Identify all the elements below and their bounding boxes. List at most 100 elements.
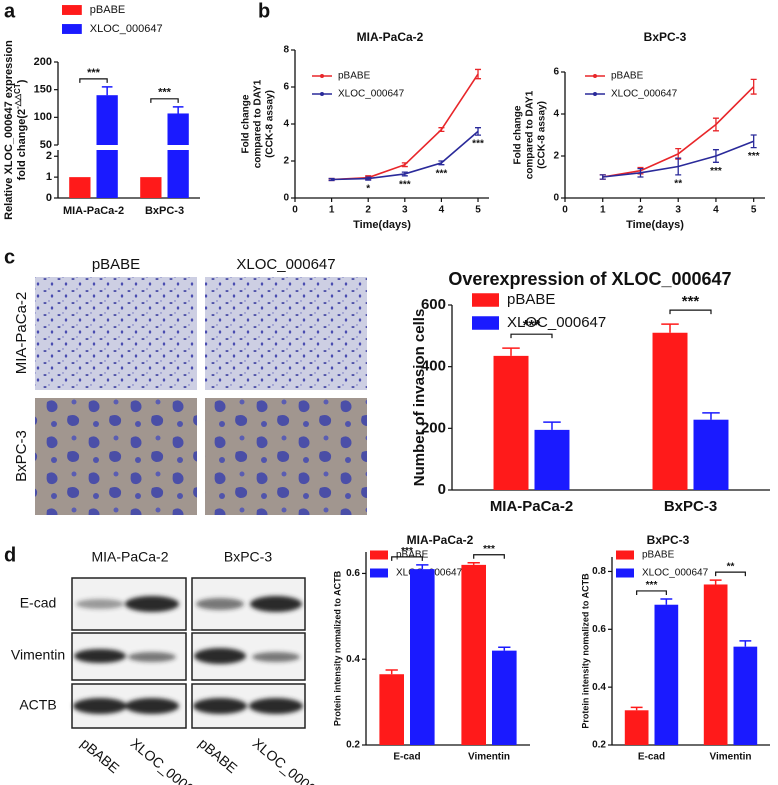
x-tick-label: MIA-PaCa-2 <box>63 205 124 217</box>
panel-label: a <box>4 0 16 22</box>
blot-column-label: BxPC-3 <box>224 549 272 565</box>
y-tick-label: 0.6 <box>592 624 606 635</box>
bar <box>493 355 529 490</box>
significance-bracket <box>636 590 667 595</box>
image-column-label: XLOC_000647 <box>236 256 335 273</box>
x-tick-label: 1 <box>329 205 335 216</box>
lane-label: XLOC_000647 <box>128 735 209 785</box>
panel-label: b <box>258 0 270 22</box>
band <box>193 698 247 714</box>
legend-label: XLOC_000647 <box>642 568 709 579</box>
x-tick-label: 2 <box>638 205 644 216</box>
y-tick-label: 0 <box>283 193 289 204</box>
significance-label: * <box>366 184 370 195</box>
x-tick-label: 4 <box>439 205 445 216</box>
micrograph <box>35 398 197 515</box>
x-tick-label: MIA-PaCa-2 <box>490 498 573 515</box>
legend-label: pBABE <box>338 71 371 82</box>
legend-marker <box>593 74 597 78</box>
significance-label: *** <box>523 317 541 334</box>
band <box>252 652 300 662</box>
error-bar <box>702 412 720 420</box>
x-tick-label: BxPC-3 <box>664 498 717 515</box>
legend-label: pBABE <box>507 291 555 308</box>
y-tick-label: 600 <box>421 296 446 313</box>
y-tick-label: 0 <box>438 481 446 498</box>
x-tick-label: 1 <box>600 205 606 216</box>
x-tick-label: Vimentin <box>709 752 751 763</box>
legend-swatch <box>472 293 499 307</box>
error-bar <box>712 117 719 132</box>
significance-bracket <box>150 98 179 103</box>
error-bar <box>416 564 429 570</box>
legend-label: pBABE <box>642 550 675 561</box>
y-tick-label: 0.4 <box>592 682 606 693</box>
legend-marker <box>320 74 324 78</box>
legend-label: pBABE <box>611 71 644 82</box>
x-tick-label: E-cad <box>393 752 420 763</box>
y-tick-label: 0.2 <box>592 740 606 751</box>
significance-label: *** <box>401 546 413 557</box>
error-bar <box>637 167 644 178</box>
significance-bracket <box>510 333 553 339</box>
y-tick-label: 4 <box>553 109 559 120</box>
significance-label: *** <box>436 168 448 179</box>
y-tick-label: 0.6 <box>346 568 360 579</box>
y-tick-label: 100 <box>34 111 52 123</box>
y-axis-label-part: fold change(2 <box>16 109 28 181</box>
error-bar <box>630 706 643 711</box>
x-tick-label: BxPC-3 <box>145 205 184 217</box>
chart-title: Overexpression of XLOC_000647 <box>448 269 731 289</box>
error-bar <box>661 323 679 333</box>
chart-title: BxPC-3 <box>647 533 690 547</box>
band <box>125 698 179 714</box>
x-tick-label: 5 <box>751 205 757 216</box>
significance-bracket <box>473 554 505 559</box>
blot-row-label: E-cad <box>20 595 57 611</box>
x-tick-label: 5 <box>475 205 481 216</box>
y-tick-label: 2 <box>283 156 289 167</box>
lane-label: XLOC_000647 <box>250 735 331 785</box>
error-bar <box>438 127 445 133</box>
x-axis-label: Time(days) <box>353 219 411 231</box>
error-bar <box>328 177 335 182</box>
bar <box>654 604 679 745</box>
band <box>194 648 246 664</box>
legend-label: pBABE <box>90 4 125 16</box>
y-tick-label: 0 <box>553 193 559 204</box>
significance-label: *** <box>646 580 658 591</box>
band <box>128 652 176 662</box>
significance-label: *** <box>710 166 722 177</box>
error-bar <box>401 162 408 168</box>
y-axis-label: compared to DAY1 <box>253 79 264 168</box>
significance-label: *** <box>87 67 101 79</box>
significance-bracket <box>715 571 746 577</box>
bar <box>534 429 570 490</box>
y-axis-label: Protein intensity nomalized to ACTB <box>580 573 590 729</box>
error-bar <box>750 78 757 95</box>
significance-label: *** <box>748 151 760 162</box>
error-bar <box>438 160 445 166</box>
blot-column-label: MIA-PaCa-2 <box>91 549 168 565</box>
y-axis-label-superscript: -△△CT <box>13 83 22 109</box>
significance-label: ** <box>727 561 735 572</box>
legend-swatch <box>616 568 634 578</box>
band <box>125 596 179 612</box>
legend-swatch <box>370 568 388 578</box>
y-tick-label: 50 <box>40 139 52 151</box>
y-tick-label: 1 <box>46 171 52 183</box>
bar <box>733 646 758 745</box>
error-bar <box>467 561 480 565</box>
significance-bracket <box>391 556 423 561</box>
axis-break <box>59 145 201 150</box>
significance-label: *** <box>483 544 495 555</box>
error-bar <box>365 176 372 181</box>
y-tick-label: 6 <box>553 67 559 78</box>
y-tick-label: 0.2 <box>346 740 360 751</box>
legend-swatch <box>62 5 82 15</box>
y-tick-label: 8 <box>283 45 289 56</box>
image-row-label: BxPC-3 <box>13 430 30 482</box>
western-blot: MIA-PaCa-2 BxPC-3 E-cad Vimentin ACTB <box>11 549 331 785</box>
error-bar <box>543 421 561 430</box>
